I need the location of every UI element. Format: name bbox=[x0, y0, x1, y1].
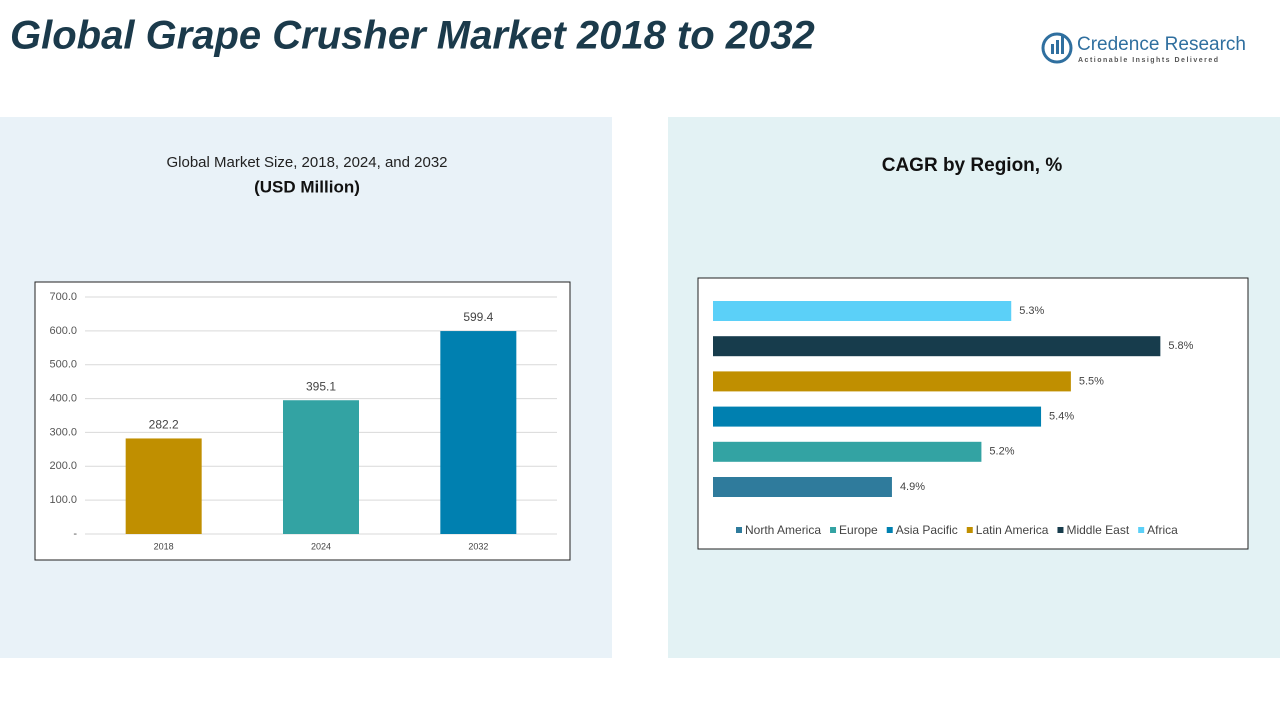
legend-label: North America bbox=[745, 523, 821, 537]
logo-icon bbox=[1056, 40, 1059, 54]
data-label: 4.9% bbox=[900, 481, 925, 493]
y-tick-label: 600.0 bbox=[49, 325, 77, 337]
legend-swatch bbox=[966, 527, 973, 533]
data-label: 282.2 bbox=[149, 418, 179, 432]
data-label: 5.2% bbox=[989, 446, 1014, 458]
data-label: 5.5% bbox=[1079, 375, 1104, 387]
y-tick-label: 400.0 bbox=[49, 392, 77, 404]
logo: Credence Research Actionable Insights De… bbox=[1041, 32, 1246, 64]
legend-label: Middle East bbox=[1066, 523, 1129, 537]
legend-swatch bbox=[830, 527, 837, 533]
legend-label: Africa bbox=[1147, 523, 1178, 537]
bar bbox=[283, 400, 359, 534]
x-tick-label: 2032 bbox=[468, 541, 488, 551]
bar bbox=[713, 301, 1012, 321]
y-tick-label: 500.0 bbox=[49, 359, 77, 371]
y-tick-label: 200.0 bbox=[49, 460, 77, 472]
page-title: Global Grape Crusher Market 2018 to 2032 bbox=[10, 14, 815, 58]
data-label: 5.8% bbox=[1168, 340, 1193, 352]
legend-swatch bbox=[886, 527, 893, 533]
y-tick-label: 100.0 bbox=[49, 494, 77, 506]
bar bbox=[713, 336, 1161, 357]
logo-icon bbox=[1051, 44, 1054, 54]
logo-tagline: Actionable Insights Delivered bbox=[1078, 57, 1220, 64]
chart-title: Global Market Size, 2018, 2024, and 2032 bbox=[166, 154, 447, 171]
chart-subtitle: (USD Million) bbox=[254, 177, 360, 196]
y-tick-label: - bbox=[73, 528, 77, 540]
legend-swatch bbox=[1138, 527, 1145, 533]
legend-swatch bbox=[1057, 527, 1064, 533]
y-tick-label: 300.0 bbox=[49, 426, 77, 438]
data-label: 395.1 bbox=[306, 379, 336, 393]
legend-label: Latin America bbox=[976, 523, 1049, 537]
logo-icon bbox=[1041, 32, 1073, 64]
x-tick-label: 2018 bbox=[154, 541, 174, 551]
legend-label: Asia Pacific bbox=[896, 523, 958, 537]
legend-swatch bbox=[736, 527, 742, 533]
bar bbox=[713, 406, 1042, 427]
legend-label: Europe bbox=[839, 523, 878, 537]
bar bbox=[125, 438, 202, 534]
bar bbox=[440, 331, 517, 534]
logo-icon bbox=[1061, 36, 1064, 54]
bar bbox=[713, 441, 982, 462]
bar bbox=[713, 477, 892, 497]
chart-title: CAGR by Region, % bbox=[882, 155, 1063, 176]
bar bbox=[713, 371, 1071, 392]
data-label: 5.4% bbox=[1049, 411, 1074, 423]
logo-name: Credence Research bbox=[1077, 34, 1246, 55]
x-tick-label: 2024 bbox=[311, 541, 331, 551]
y-tick-label: 700.0 bbox=[49, 291, 77, 303]
data-label: 599.4 bbox=[463, 310, 493, 324]
data-label: 5.3% bbox=[1019, 305, 1044, 317]
